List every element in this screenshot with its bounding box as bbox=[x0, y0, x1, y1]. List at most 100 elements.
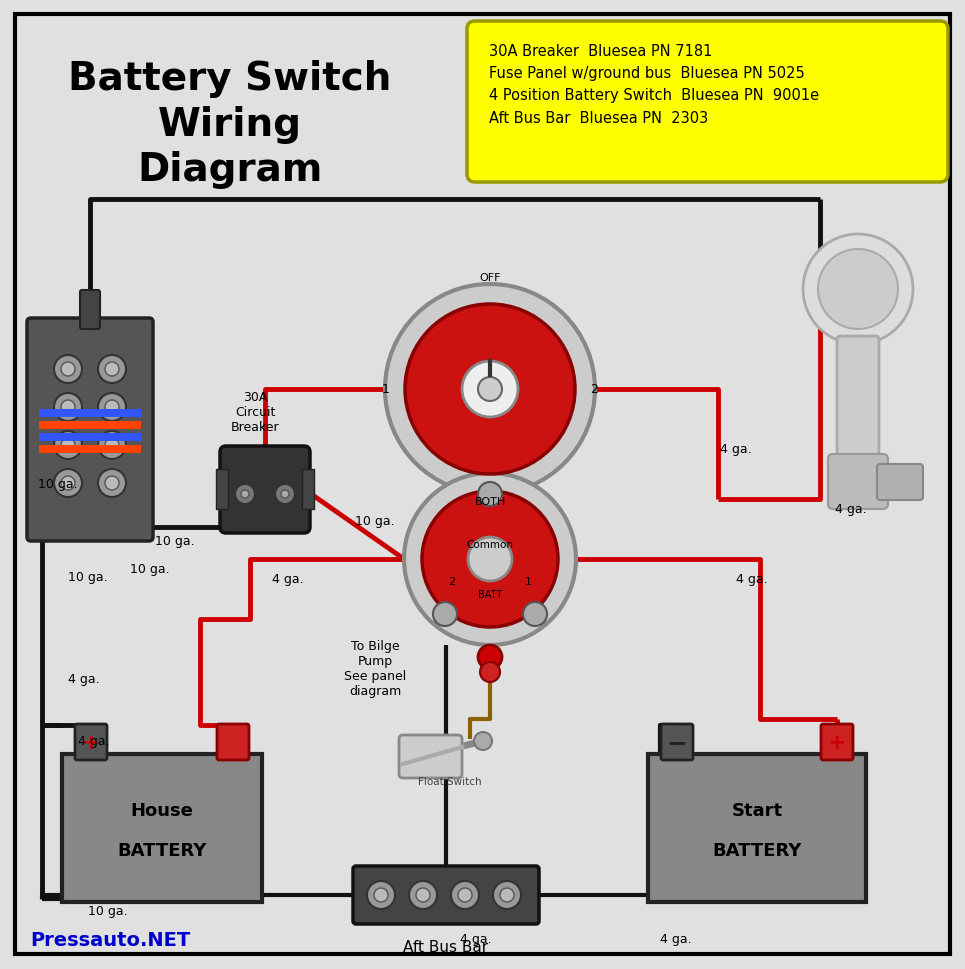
Circle shape bbox=[458, 888, 472, 902]
Text: 10 ga.: 10 ga. bbox=[68, 571, 108, 584]
Text: 4 ga.: 4 ga. bbox=[660, 932, 692, 946]
Text: Start: Start bbox=[731, 801, 783, 820]
Circle shape bbox=[54, 356, 82, 384]
FancyBboxPatch shape bbox=[837, 336, 879, 473]
Circle shape bbox=[105, 439, 119, 453]
FancyBboxPatch shape bbox=[828, 454, 888, 510]
Circle shape bbox=[105, 477, 119, 490]
Circle shape bbox=[474, 733, 492, 750]
Circle shape bbox=[374, 888, 388, 902]
Text: 4 ga.: 4 ga. bbox=[272, 573, 304, 586]
Circle shape bbox=[105, 362, 119, 377]
Text: Aft Bus Bar: Aft Bus Bar bbox=[403, 939, 488, 954]
Circle shape bbox=[404, 474, 576, 645]
Bar bbox=[39, 422, 141, 429]
Bar bbox=[216, 470, 228, 510]
Bar bbox=[39, 433, 141, 442]
Text: Pressauto.NET: Pressauto.NET bbox=[30, 930, 190, 949]
Circle shape bbox=[61, 400, 75, 415]
Circle shape bbox=[61, 477, 75, 490]
Circle shape bbox=[451, 881, 479, 909]
Circle shape bbox=[468, 538, 512, 581]
Circle shape bbox=[818, 250, 898, 329]
FancyBboxPatch shape bbox=[353, 866, 539, 924]
Text: 10 ga.: 10 ga. bbox=[130, 563, 170, 576]
Text: 4 ga.: 4 ga. bbox=[835, 503, 867, 516]
Text: −: − bbox=[667, 731, 687, 754]
Text: Float Switch: Float Switch bbox=[418, 776, 482, 786]
Bar bbox=[62, 754, 262, 902]
FancyBboxPatch shape bbox=[399, 735, 462, 778]
Text: BATTERY: BATTERY bbox=[118, 841, 207, 860]
Circle shape bbox=[523, 603, 547, 626]
Text: BOTH: BOTH bbox=[475, 496, 506, 507]
Circle shape bbox=[275, 484, 295, 505]
Circle shape bbox=[493, 881, 521, 909]
Circle shape bbox=[416, 888, 430, 902]
Circle shape bbox=[98, 356, 126, 384]
Text: 2: 2 bbox=[449, 577, 455, 586]
Circle shape bbox=[235, 484, 255, 505]
Text: BATT: BATT bbox=[478, 589, 502, 600]
Circle shape bbox=[54, 393, 82, 422]
Text: 10 ga.: 10 ga. bbox=[88, 905, 127, 918]
Text: OFF: OFF bbox=[480, 272, 501, 283]
Circle shape bbox=[54, 470, 82, 497]
FancyBboxPatch shape bbox=[75, 724, 107, 761]
Text: BATTERY: BATTERY bbox=[712, 841, 802, 860]
Text: 4 ga.: 4 ga. bbox=[736, 573, 767, 586]
Circle shape bbox=[422, 491, 558, 627]
Bar bbox=[302, 470, 314, 510]
FancyBboxPatch shape bbox=[877, 464, 923, 500]
Text: +: + bbox=[82, 733, 100, 752]
Circle shape bbox=[405, 304, 575, 475]
Circle shape bbox=[478, 378, 502, 401]
Circle shape bbox=[409, 881, 437, 909]
Circle shape bbox=[98, 470, 126, 497]
Circle shape bbox=[367, 881, 395, 909]
Text: 4 ga.: 4 ga. bbox=[720, 443, 752, 456]
Circle shape bbox=[385, 285, 595, 494]
Text: To Bilge
Pump
See panel
diagram: To Bilge Pump See panel diagram bbox=[344, 640, 406, 698]
Text: 10 ga.: 10 ga. bbox=[355, 515, 395, 528]
Text: 4 ga.: 4 ga. bbox=[460, 932, 491, 946]
Circle shape bbox=[478, 645, 502, 670]
Text: Battery Switch
Wiring
Diagram: Battery Switch Wiring Diagram bbox=[69, 60, 392, 189]
Text: 30A
Circuit
Breaker: 30A Circuit Breaker bbox=[231, 391, 279, 433]
Circle shape bbox=[462, 361, 518, 418]
FancyBboxPatch shape bbox=[80, 291, 100, 329]
Circle shape bbox=[105, 400, 119, 415]
Circle shape bbox=[500, 888, 514, 902]
Circle shape bbox=[480, 663, 500, 682]
Text: Common: Common bbox=[466, 540, 513, 549]
FancyBboxPatch shape bbox=[467, 22, 948, 183]
Text: 4 ga.: 4 ga. bbox=[68, 672, 99, 686]
Circle shape bbox=[241, 490, 249, 498]
Bar bbox=[39, 446, 141, 453]
Bar bbox=[39, 410, 141, 418]
Circle shape bbox=[61, 362, 75, 377]
Text: 1: 1 bbox=[382, 383, 390, 396]
Circle shape bbox=[98, 431, 126, 459]
Text: 2: 2 bbox=[590, 383, 598, 396]
FancyBboxPatch shape bbox=[821, 724, 853, 761]
Circle shape bbox=[803, 234, 913, 345]
Circle shape bbox=[98, 393, 126, 422]
Circle shape bbox=[61, 439, 75, 453]
Text: 1: 1 bbox=[525, 577, 532, 586]
FancyBboxPatch shape bbox=[217, 724, 249, 761]
Bar bbox=[648, 754, 866, 902]
Text: House: House bbox=[130, 801, 193, 820]
Text: 10 ga.: 10 ga. bbox=[38, 478, 77, 491]
Text: 4 ga.: 4 ga. bbox=[78, 735, 110, 748]
Circle shape bbox=[281, 490, 289, 498]
FancyBboxPatch shape bbox=[27, 319, 153, 542]
Circle shape bbox=[478, 483, 502, 507]
FancyBboxPatch shape bbox=[220, 447, 310, 534]
FancyBboxPatch shape bbox=[661, 724, 693, 761]
Text: 30A Breaker  Bluesea PN 7181
Fuse Panel w/ground bus  Bluesea PN 5025
4 Position: 30A Breaker Bluesea PN 7181 Fuse Panel w… bbox=[489, 44, 819, 125]
Text: 10 ga.: 10 ga. bbox=[155, 535, 195, 547]
Circle shape bbox=[54, 431, 82, 459]
Text: +: + bbox=[828, 733, 846, 752]
Circle shape bbox=[433, 603, 457, 626]
